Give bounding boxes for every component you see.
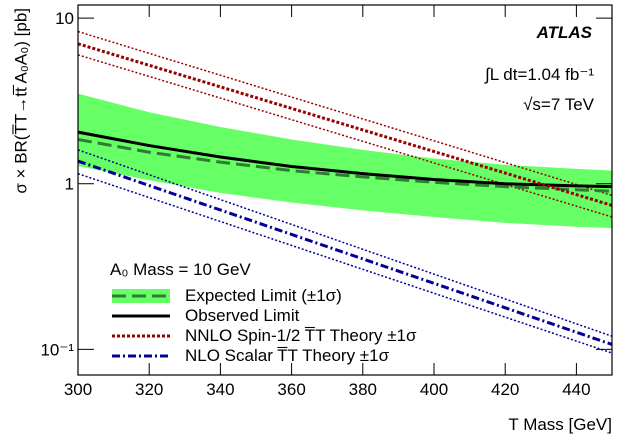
y-tick-label: 1 (65, 175, 74, 194)
series-line (77, 130, 613, 189)
band-edge (77, 172, 613, 354)
x-tick-label: 300 (64, 380, 92, 399)
x-tick-label: 360 (277, 380, 305, 399)
x-tick-label: 440 (562, 380, 590, 399)
x-tick-label: 340 (206, 380, 234, 399)
legend-label: Observed Limit (185, 306, 300, 325)
x-tick-label: 400 (420, 380, 448, 399)
x-tick-label: 320 (135, 380, 163, 399)
y-axis-label: σ × BR(T̅T→tt̅ A₀A₀) [pb] (11, 8, 30, 194)
band-edge (77, 54, 613, 218)
atlas-label: ATLAS (536, 23, 593, 42)
y-tick-label: 10 (55, 9, 74, 28)
x-tick-label: 420 (491, 380, 519, 399)
series-line (77, 138, 613, 193)
legend-label: NNLO Spin-1/2 T̅T Theory ±1σ (185, 326, 417, 345)
legend-title: A₀ Mass = 10 GeV (110, 260, 251, 279)
series-line (77, 159, 613, 346)
error-band (78, 93, 612, 229)
lumi-label: ∫L dt=1.04 fb⁻¹ (484, 65, 594, 84)
legend-label: NLO Scalar T̅T Theory ±1σ (185, 346, 390, 365)
legend-label: Expected Limit (±1σ) (185, 286, 342, 305)
band-edge (77, 30, 613, 197)
plot-frame (77, 4, 613, 376)
series-line (77, 42, 613, 207)
x-axis-label: T Mass [GeV] (508, 415, 612, 434)
energy-label: √s=7 TeV (523, 95, 595, 114)
y-tick-label: 10⁻¹ (40, 340, 74, 359)
x-tick-label: 380 (349, 380, 377, 399)
